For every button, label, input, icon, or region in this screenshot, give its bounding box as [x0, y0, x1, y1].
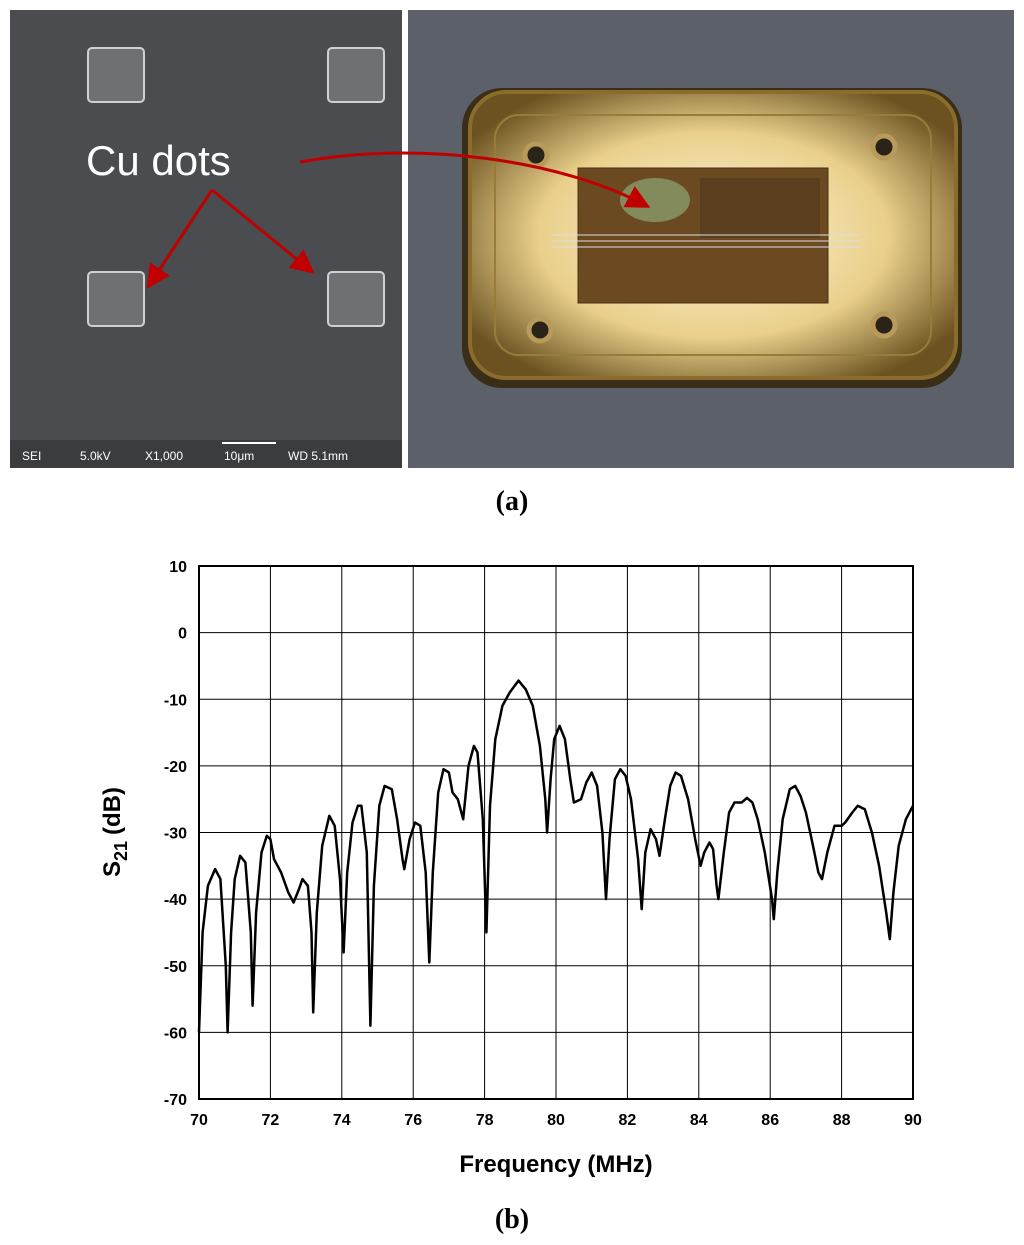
x-tick-label: 74 — [333, 1112, 351, 1129]
data-line — [197, 679, 915, 1034]
y-tick-label: -60 — [164, 1025, 187, 1042]
y-tick-label: 10 — [169, 559, 187, 576]
y-tick-label: 0 — [178, 626, 187, 643]
x-tick-label: 84 — [690, 1112, 708, 1129]
y-tick-label: -40 — [164, 892, 187, 909]
sem-info-text: SEI — [22, 449, 41, 463]
screw-holes — [522, 133, 898, 344]
sem-info-text: WD 5.1mm — [288, 449, 348, 463]
chip-region — [620, 178, 690, 222]
sem-info-text: 5.0kV — [80, 449, 111, 463]
y-tick-label: -30 — [164, 826, 187, 843]
y-axis-label-subscript: 21 — [111, 841, 131, 861]
panel-label: (a) — [496, 486, 529, 517]
wire-bonds — [552, 234, 860, 248]
x-tick-label: 82 — [619, 1112, 637, 1129]
y-axis-label-unit: (dB) — [99, 787, 126, 835]
package-rim — [494, 114, 932, 356]
x-tick-label: 72 — [262, 1112, 280, 1129]
x-axis-label: Frequency (MHz) — [459, 1151, 652, 1178]
sem-info-text: X1,000 — [145, 449, 183, 463]
annotation: Cu dots — [86, 137, 231, 184]
y-tick-label: -10 — [164, 692, 187, 709]
sem-info-text: 10μm — [224, 449, 254, 463]
annotation-arrows — [146, 151, 651, 290]
x-tick-label: 78 — [476, 1112, 494, 1129]
cu-dots — [87, 47, 385, 327]
x-tick-label: 86 — [761, 1112, 779, 1129]
panel-label: (b) — [495, 1204, 529, 1235]
x-tick-label: 70 — [190, 1112, 208, 1129]
y-tick-label: -20 — [164, 759, 187, 776]
y-axis-label: S21 (dB) — [99, 787, 131, 877]
chip-region — [700, 178, 820, 238]
sem-info-bar — [10, 440, 402, 468]
x-tick-label: 90 — [904, 1112, 922, 1129]
x-tick-label: 76 — [404, 1112, 422, 1129]
x-tick-label: 80 — [547, 1112, 565, 1129]
x-tick-label: 88 — [833, 1112, 851, 1129]
y-axis-label-base: S — [99, 861, 126, 877]
y-tick-label: -70 — [164, 1092, 187, 1109]
plot-frame — [198, 565, 914, 1100]
y-tick-label: -50 — [164, 959, 187, 976]
sem-info: SEI 5.0kV X1,000 10μm WD 5.1mm — [22, 449, 348, 463]
